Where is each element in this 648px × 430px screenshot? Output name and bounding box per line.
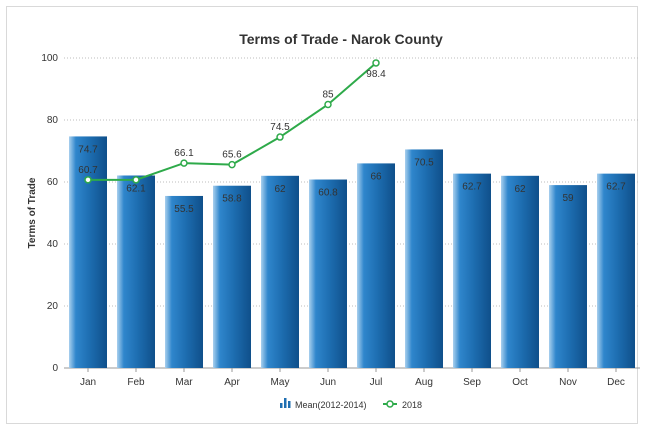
bar-series-icon bbox=[280, 398, 291, 408]
bar-dec[interactable] bbox=[597, 173, 635, 368]
bar-value-label: 74.7 bbox=[78, 144, 98, 155]
x-tick-label: Apr bbox=[224, 377, 240, 388]
chart-title: Terms of Trade - Narok County bbox=[239, 31, 443, 47]
legend-label-bar[interactable]: Mean(2012-2014) bbox=[295, 400, 367, 410]
bar-mar[interactable] bbox=[165, 195, 203, 368]
y-tick-label: 100 bbox=[41, 53, 58, 64]
line-point-may[interactable] bbox=[276, 133, 284, 141]
bar-value-label: 55.5 bbox=[174, 204, 194, 215]
y-tick-label: 60 bbox=[47, 177, 59, 188]
bar-apr[interactable] bbox=[213, 185, 251, 368]
bar-jul[interactable] bbox=[357, 163, 395, 368]
line-point-feb[interactable] bbox=[132, 176, 140, 184]
line-value-label: 74.5 bbox=[270, 122, 290, 133]
x-tick-label: Nov bbox=[559, 377, 577, 388]
legend-label-line[interactable]: 2018 bbox=[402, 400, 422, 410]
bar-value-label: 62.7 bbox=[606, 182, 626, 193]
bar-value-label: 60.8 bbox=[318, 188, 338, 199]
line-point-mar[interactable] bbox=[180, 159, 188, 167]
bar-data-labels: 74.7 62.1 55.5 58.8 62 60.8 66 70.5 62.7 62 59 62.7 bbox=[78, 144, 626, 215]
x-tick-label: Jun bbox=[320, 377, 336, 388]
bar-value-label: 62 bbox=[514, 184, 526, 195]
x-tick-label: Oct bbox=[512, 377, 528, 388]
line-value-label: 60.7 bbox=[78, 165, 98, 176]
x-tick-label: Sep bbox=[463, 377, 481, 388]
line-point-apr[interactable] bbox=[228, 160, 236, 169]
line-point-jan[interactable] bbox=[84, 176, 92, 184]
line-point-jun[interactable] bbox=[324, 100, 332, 109]
bar-value-label: 58.8 bbox=[222, 194, 242, 205]
bar-jan[interactable] bbox=[69, 136, 107, 368]
line-value-label: 85 bbox=[322, 90, 334, 101]
x-tick-label: Jan bbox=[80, 377, 96, 388]
x-tick-label: Jul bbox=[370, 377, 383, 388]
bar-oct[interactable] bbox=[501, 175, 539, 368]
x-tick-label: Dec bbox=[607, 377, 625, 388]
x-tick-label: Mar bbox=[175, 377, 193, 388]
legend[interactable]: Mean(2012-2014) 2018 bbox=[280, 398, 422, 410]
bar-value-label: 62 bbox=[274, 184, 286, 195]
y-tick-label: 0 bbox=[52, 363, 58, 374]
x-axis-ticks: Jan Feb Mar Apr May Jun Jul Aug Sep Oct Nov Dec bbox=[80, 368, 625, 388]
bar-value-label: 70.5 bbox=[414, 157, 434, 168]
y-axis-ticks: 0 20 40 60 80 100 bbox=[41, 53, 58, 374]
line-series: 60.7 66.1 65.6 74.5 85 98.4 bbox=[78, 59, 386, 184]
line-value-label: 66.1 bbox=[174, 148, 194, 159]
bar-aug[interactable] bbox=[405, 149, 443, 368]
bar-value-label: 59 bbox=[562, 193, 574, 204]
y-tick-label: 20 bbox=[47, 301, 59, 312]
bar-value-label: 62.1 bbox=[126, 183, 146, 194]
bar-jun[interactable] bbox=[309, 179, 347, 368]
bar-nov[interactable] bbox=[549, 185, 587, 368]
bar-feb[interactable] bbox=[117, 175, 155, 368]
x-tick-label: May bbox=[271, 377, 290, 388]
bar-may[interactable] bbox=[261, 175, 299, 368]
line-value-label: 98.4 bbox=[366, 69, 386, 80]
line-value-label: 65.6 bbox=[222, 150, 242, 161]
gridlines bbox=[64, 57, 640, 369]
y-axis-title: Terms of Trade bbox=[27, 177, 38, 248]
line-series-marker-icon bbox=[386, 400, 394, 408]
bar-value-label: 66 bbox=[370, 171, 382, 182]
bar-value-label: 62.7 bbox=[462, 182, 482, 193]
y-tick-label: 80 bbox=[47, 115, 59, 126]
bar-series bbox=[69, 136, 635, 368]
bar-sep[interactable] bbox=[453, 173, 491, 368]
y-tick-label: 40 bbox=[47, 239, 59, 250]
x-tick-label: Feb bbox=[127, 377, 145, 388]
line-point-jul[interactable] bbox=[372, 59, 380, 67]
x-tick-label: Aug bbox=[415, 377, 433, 388]
